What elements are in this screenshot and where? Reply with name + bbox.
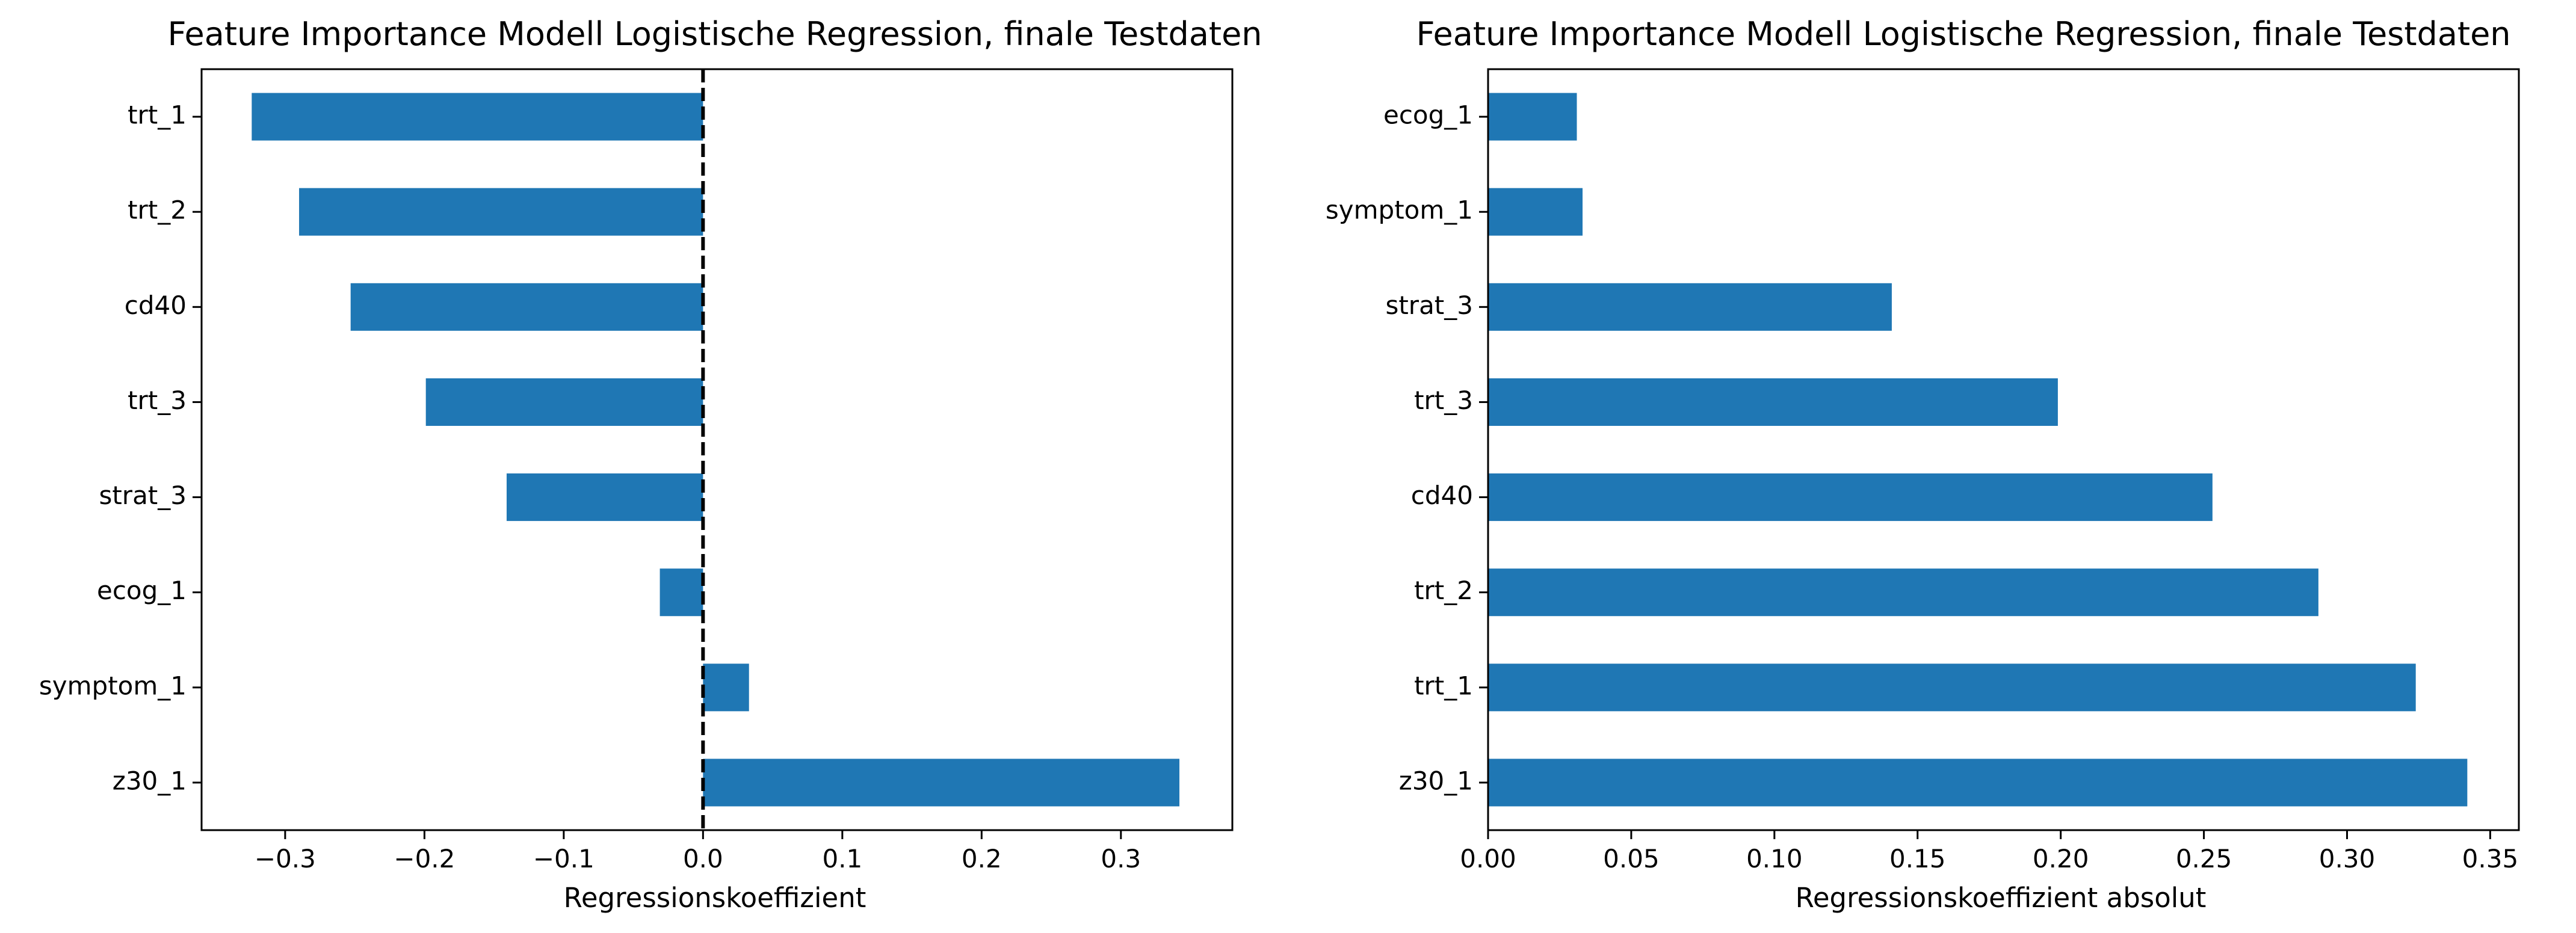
chart-right-title: Feature Importance Modell Logistische Re… — [1416, 15, 2510, 53]
chart-right-y-tick-label-ecog_1: ecog_1 — [1383, 100, 1473, 130]
chart-right: Feature Importance Modell Logistische Re… — [1326, 15, 2520, 914]
chart-right-y-axis: ecog_1 symptom_1 strat_3 trt_3 cd40 trt_2 trt_… — [1326, 100, 1488, 795]
chart-left-bar-trt_1 — [252, 93, 703, 141]
chart-left-y-tick-label-strat_3: strat_3 — [99, 481, 187, 510]
chart-left-x-tick-label-2: −0.1 — [533, 844, 595, 873]
chart-left-plot-area — [200, 68, 1234, 831]
chart-left-y-tick-label-z30_1: z30_1 — [113, 766, 187, 795]
chart-left-bar-trt_3 — [425, 378, 703, 426]
chart-left-title: Feature Importance Modell Logistische Re… — [167, 15, 1262, 53]
chart-right-x-tick-label-3: 0.15 — [1889, 844, 1946, 873]
chart-left-bar-cd40 — [350, 283, 703, 331]
chart-left-bar-strat_3 — [506, 473, 703, 522]
chart-right-bar-strat_3 — [1488, 283, 1892, 331]
chart-right-bar-cd40 — [1488, 473, 2213, 522]
chart-left: Feature Importance Modell Logistische Re… — [39, 15, 1262, 914]
chart-left-y-tick-label-symptom_1: symptom_1 — [39, 671, 187, 700]
chart-right-y-tick-label-cd40: cd40 — [1411, 481, 1473, 510]
chart-right-x-tick-label-0: 0.00 — [1460, 844, 1516, 873]
chart-right-bar-z30_1 — [1488, 759, 2468, 807]
chart-right-y-tick-label-symptom_1: symptom_1 — [1326, 196, 1473, 225]
chart-right-bars — [1488, 93, 2468, 807]
chart-right-bar-ecog_1 — [1488, 93, 1577, 141]
chart-left-x-tick-label-3: 0.0 — [683, 844, 723, 873]
chart-right-y-tick-label-trt_3: trt_3 — [1414, 386, 1473, 415]
chart-left-x-tick-label-5: 0.2 — [962, 844, 1002, 873]
chart-right-bar-trt_3 — [1488, 378, 2058, 426]
chart-left-y-axis: trt_1 trt_2 cd40 trt_3 strat_3 ecog_1 symptom_… — [39, 100, 202, 795]
chart-left-bars — [252, 93, 1180, 807]
chart-right-y-tick-label-z30_1: z30_1 — [1399, 766, 1473, 795]
chart-left-bar-ecog_1 — [659, 568, 703, 617]
chart-left-x-axis: −0.3 −0.2 −0.1 0.0 0.1 0.2 0.3 — [255, 830, 1141, 873]
chart-right-x-axis: 0.00 0.05 0.10 0.15 0.20 0.25 0.30 0.35 — [1460, 830, 2518, 873]
chart-left-x-tick-label-4: 0.1 — [822, 844, 862, 873]
chart-right-plot-area — [1487, 68, 2520, 831]
chart-left-x-axis-label: Regressionskoeffizient — [564, 882, 866, 914]
chart-right-y-tick-label-trt_2: trt_2 — [1414, 576, 1473, 605]
chart-left-y-tick-label-trt_1: trt_1 — [128, 100, 187, 130]
chart-left-bar-z30_1 — [703, 759, 1180, 807]
chart-right-x-axis-label: Regressionskoeffizient absolut — [1796, 882, 2207, 914]
chart-right-bar-symptom_1 — [1488, 188, 1583, 236]
chart-left-y-tick-label-trt_3: trt_3 — [128, 386, 187, 415]
chart-left-x-tick-label-0: −0.3 — [255, 844, 316, 873]
chart-right-x-tick-label-5: 0.25 — [2176, 844, 2232, 873]
chart-right-x-tick-label-7: 0.35 — [2462, 844, 2519, 873]
chart-left-y-tick-label-cd40: cd40 — [125, 291, 187, 320]
chart-right-x-tick-label-2: 0.10 — [1746, 844, 1803, 873]
chart-left-y-tick-label-ecog_1: ecog_1 — [97, 576, 187, 605]
chart-right-y-tick-label-trt_1: trt_1 — [1414, 671, 1473, 700]
chart-right-y-tick-label-strat_3: strat_3 — [1385, 291, 1473, 320]
chart-right-bar-trt_1 — [1488, 664, 2416, 712]
chart-right-x-tick-label-6: 0.30 — [2319, 844, 2376, 873]
chart-left-x-tick-label-1: −0.2 — [394, 844, 455, 873]
chart-left-bar-trt_2 — [299, 188, 703, 236]
chart-left-y-tick-label-trt_2: trt_2 — [128, 196, 187, 225]
chart-left-x-tick-label-6: 0.3 — [1101, 844, 1141, 873]
chart-right-x-tick-label-1: 0.05 — [1603, 844, 1660, 873]
chart-right-bar-trt_2 — [1488, 568, 2318, 617]
chart-left-bar-symptom_1 — [703, 664, 749, 712]
chart-right-x-tick-label-4: 0.20 — [2033, 844, 2089, 873]
